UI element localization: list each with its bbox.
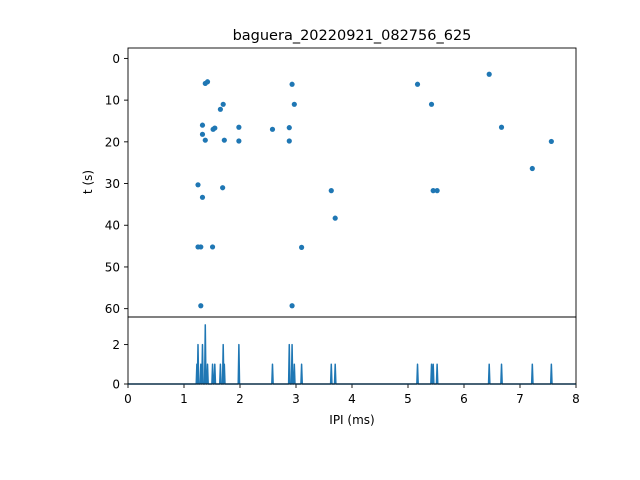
top-y-axis-label: t (s) — [81, 170, 95, 194]
bottom-x-tick-label: 2 — [236, 392, 244, 406]
scatter-point — [414, 81, 421, 87]
histogram-series — [128, 324, 576, 385]
scatter-point — [199, 122, 206, 128]
scatter-point — [332, 215, 338, 221]
bottom-x-tick-label: 7 — [516, 392, 524, 406]
bottom-x-tick-label: 3 — [292, 392, 300, 406]
scatter-point — [202, 137, 208, 143]
top-y-tick-label: 30 — [105, 177, 120, 191]
bottom-x-axis-label: IPI (ms) — [329, 413, 374, 427]
bottom-x-tick-label: 1 — [180, 392, 188, 406]
scatter-point — [529, 165, 535, 172]
scatter-point — [430, 188, 436, 194]
scatter-point — [486, 71, 492, 77]
scatter-point — [434, 188, 440, 194]
scatter-point — [217, 106, 223, 112]
scatter-point — [299, 244, 305, 250]
scatter-point — [221, 137, 227, 143]
scatter-point — [204, 79, 211, 85]
scatter-point — [236, 124, 242, 130]
top-y-axis: 0 10 20 30 40 50 60 — [105, 52, 128, 316]
bottom-y-tick-label: 0 — [112, 378, 120, 392]
chart-title: baguera_20220921_082756_625 — [233, 28, 472, 44]
scatter-point — [195, 182, 201, 188]
scatter-point — [498, 124, 505, 130]
top-y-tick-label: 10 — [105, 94, 120, 108]
top-y-tick-label: 20 — [105, 135, 120, 149]
top-y-tick-label: 40 — [105, 219, 120, 233]
bottom-x-tick-label: 0 — [124, 392, 132, 406]
scatter-point — [236, 138, 242, 144]
scatter-point — [220, 101, 226, 107]
bottom-y-tick-label: 2 — [112, 338, 120, 352]
scatter-point — [199, 131, 206, 137]
scatter-point — [428, 101, 435, 107]
bottom-x-tick-label: 6 — [460, 392, 468, 406]
scatter-point — [199, 194, 206, 200]
scatter-series — [195, 71, 554, 309]
top-y-tick-label: 50 — [105, 260, 120, 274]
scatter-point — [548, 138, 554, 145]
top-y-tick-label: 0 — [112, 52, 120, 66]
scatter-point — [209, 244, 216, 250]
scatter-point — [289, 303, 295, 309]
bottom-axes-ticks: 0 1 2 3 4 5 6 7 8 0 2 — [112, 338, 579, 406]
scatter-point — [328, 188, 334, 194]
scatter-point — [286, 138, 292, 144]
scatter-point — [220, 185, 226, 191]
bottom-x-tick-label: 4 — [348, 392, 356, 406]
scatter-point — [289, 81, 295, 87]
scatter-point — [198, 244, 204, 250]
bottom-x-tick-label: 5 — [404, 392, 412, 406]
scatter-point — [291, 101, 297, 107]
scatter-point — [212, 125, 218, 131]
bottom-plot-frame — [127, 316, 577, 385]
scatter-point — [286, 125, 292, 131]
scatter-point — [269, 126, 276, 132]
top-y-tick-label: 60 — [105, 302, 120, 316]
scatter-point — [198, 303, 204, 309]
bottom-x-tick-label: 8 — [572, 392, 580, 406]
